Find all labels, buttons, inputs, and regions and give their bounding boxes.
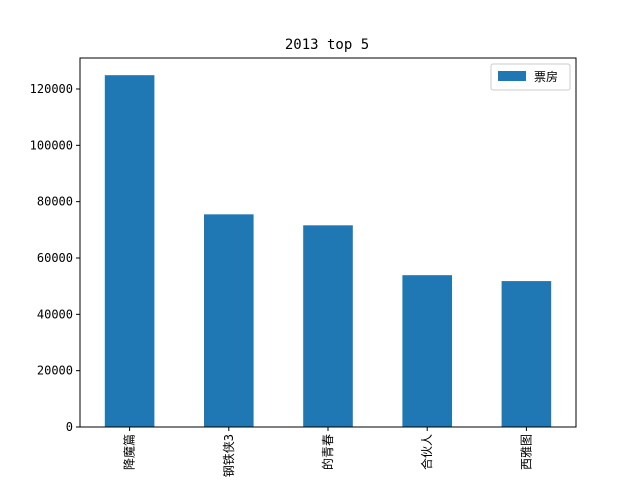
y-tick-label: 60000: [37, 251, 73, 265]
y-axis: 0 20000 40000 60000 80000 100000 120000: [30, 82, 80, 434]
bar-5: [501, 281, 552, 427]
bar-4: [402, 275, 452, 427]
bar-3: [303, 225, 353, 427]
plot-frame: [79, 57, 577, 428]
legend-box: [490, 63, 571, 91]
bars-group: [104, 75, 552, 428]
bar-2: [204, 214, 254, 427]
y-tick-label: 100000: [30, 138, 73, 152]
x-axis: 降魔篇 钢铁侠3 的青春 合伙人 西雅图: [122, 427, 533, 477]
x-tick-label: 合伙人: [419, 434, 434, 470]
legend-label: 票房: [534, 69, 558, 84]
y-tick-label: 20000: [37, 364, 73, 378]
y-tick-label: 0: [66, 420, 73, 434]
legend-swatch: [498, 71, 526, 81]
x-tick-label: 钢铁侠3: [222, 434, 236, 477]
x-tick-label: 降魔篇: [122, 434, 137, 470]
x-tick-label: 的青春: [320, 434, 335, 470]
legend: 票房: [490, 63, 571, 91]
chart-title: 2013 top 5: [285, 37, 369, 53]
bar-1: [104, 75, 155, 428]
x-tick-label: 西雅图: [518, 434, 533, 470]
y-tick-label: 40000: [37, 307, 73, 321]
y-tick-label: 120000: [30, 82, 73, 96]
y-tick-label: 80000: [37, 195, 73, 209]
